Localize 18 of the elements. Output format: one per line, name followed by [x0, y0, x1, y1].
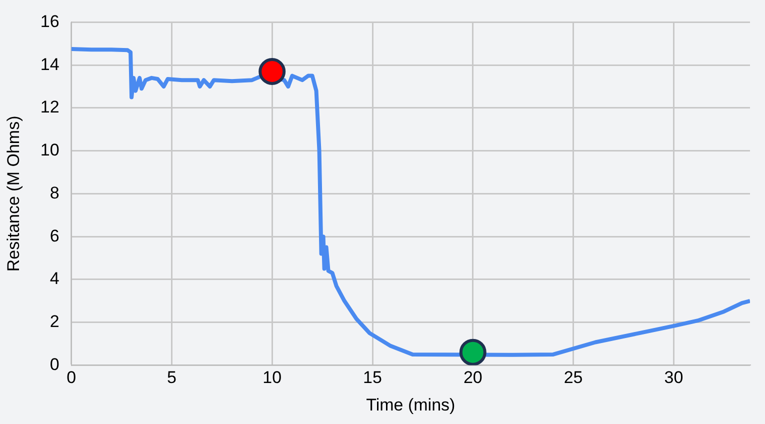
y-tick-label: 2 — [50, 312, 60, 332]
y-tick-label: 6 — [50, 226, 60, 246]
x-tick-label: 15 — [363, 368, 382, 388]
y-tick-label: 8 — [50, 183, 60, 202]
x-tick-label: 30 — [664, 368, 684, 388]
y-tick-label: 0 — [50, 354, 60, 374]
x-tick-label: 10 — [262, 368, 282, 388]
y-axis-title: Resitance (M Ohms) — [4, 116, 23, 272]
y-tick-label: 4 — [50, 269, 60, 288]
x-tick-label: 25 — [564, 368, 583, 388]
x-tick-label: 0 — [66, 368, 76, 388]
y-tick-label: 10 — [40, 140, 60, 160]
y-tick-label: 14 — [40, 54, 60, 74]
y-tick-label: 12 — [40, 98, 60, 117]
x-axis-title: Time (mins) — [366, 395, 456, 414]
x-tick-label: 20 — [463, 368, 482, 388]
y-tick-label: 16 — [40, 12, 60, 31]
x-tick-label: 5 — [166, 368, 176, 388]
